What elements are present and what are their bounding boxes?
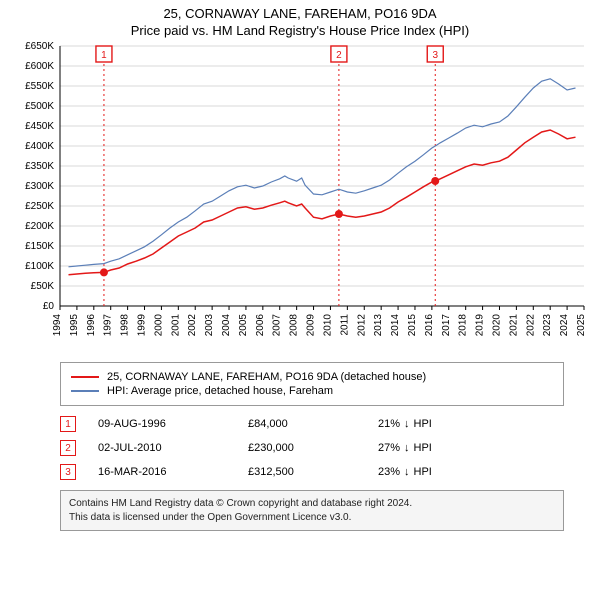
svg-text:£200K: £200K	[25, 221, 54, 232]
svg-text:2010: 2010	[322, 314, 333, 337]
svg-text:2014: 2014	[390, 314, 401, 337]
svg-text:£400K: £400K	[25, 141, 54, 152]
transaction-row: 2 02-JUL-2010 £230,000 27% ↓ HPI	[60, 440, 564, 456]
svg-text:£250K: £250K	[25, 201, 54, 212]
down-arrow-icon: ↓	[404, 442, 410, 454]
svg-text:2023: 2023	[542, 314, 553, 337]
svg-text:2001: 2001	[170, 314, 181, 337]
svg-text:1996: 1996	[86, 314, 97, 337]
svg-text:2009: 2009	[306, 314, 317, 337]
legend-label: HPI: Average price, detached house, Fare…	[107, 385, 333, 397]
chart-title-address: 25, CORNAWAY LANE, FAREHAM, PO16 9DA	[0, 6, 600, 21]
svg-text:2006: 2006	[255, 314, 266, 337]
svg-text:£0: £0	[43, 301, 55, 312]
transaction-price: £312,500	[248, 466, 378, 478]
transaction-delta: 27% ↓ HPI	[378, 442, 432, 454]
legend-label: 25, CORNAWAY LANE, FAREHAM, PO16 9DA (de…	[107, 371, 426, 383]
transaction-date: 09-AUG-1996	[98, 418, 248, 430]
legend-item: 25, CORNAWAY LANE, FAREHAM, PO16 9DA (de…	[71, 371, 553, 383]
footer-line: Contains HM Land Registry data © Crown c…	[69, 497, 555, 511]
transaction-row: 1 09-AUG-1996 £84,000 21% ↓ HPI	[60, 416, 564, 432]
svg-text:2012: 2012	[356, 314, 367, 337]
svg-text:1995: 1995	[69, 314, 80, 337]
svg-text:2003: 2003	[204, 314, 215, 337]
svg-text:2011: 2011	[339, 314, 350, 336]
svg-text:2007: 2007	[272, 314, 283, 337]
svg-text:2004: 2004	[221, 314, 232, 337]
svg-text:2002: 2002	[187, 314, 198, 337]
svg-text:2021: 2021	[508, 314, 519, 337]
svg-text:2018: 2018	[458, 314, 469, 337]
svg-text:£650K: £650K	[25, 41, 54, 52]
svg-text:3: 3	[432, 50, 438, 61]
legend-swatch	[71, 376, 99, 378]
svg-text:1998: 1998	[120, 314, 131, 337]
svg-text:2016: 2016	[424, 314, 435, 337]
svg-text:2005: 2005	[238, 314, 249, 337]
svg-text:2: 2	[336, 50, 342, 61]
transaction-price: £84,000	[248, 418, 378, 430]
transaction-delta: 23% ↓ HPI	[378, 466, 432, 478]
svg-text:£600K: £600K	[25, 61, 54, 72]
transactions-table: 1 09-AUG-1996 £84,000 21% ↓ HPI 2 02-JUL…	[60, 416, 564, 480]
transaction-row: 3 16-MAR-2016 £312,500 23% ↓ HPI	[60, 464, 564, 480]
svg-text:2015: 2015	[407, 314, 418, 337]
svg-text:£350K: £350K	[25, 161, 54, 172]
transaction-date: 16-MAR-2016	[98, 466, 248, 478]
svg-text:£450K: £450K	[25, 121, 54, 132]
svg-text:1999: 1999	[137, 314, 148, 337]
svg-text:£100K: £100K	[25, 261, 54, 272]
transaction-delta: 21% ↓ HPI	[378, 418, 432, 430]
svg-text:£300K: £300K	[25, 181, 54, 192]
svg-text:2020: 2020	[491, 314, 502, 337]
svg-text:2000: 2000	[153, 314, 164, 337]
down-arrow-icon: ↓	[404, 418, 410, 430]
legend: 25, CORNAWAY LANE, FAREHAM, PO16 9DA (de…	[60, 362, 564, 406]
svg-text:2025: 2025	[576, 314, 587, 337]
footer-line: This data is licensed under the Open Gov…	[69, 511, 555, 525]
svg-text:2013: 2013	[373, 314, 384, 337]
legend-item: HPI: Average price, detached house, Fare…	[71, 385, 553, 397]
svg-text:£500K: £500K	[25, 101, 54, 112]
transaction-marker: 1	[60, 416, 76, 432]
attribution-footer: Contains HM Land Registry data © Crown c…	[60, 490, 564, 531]
svg-text:1994: 1994	[52, 314, 63, 337]
svg-text:1: 1	[101, 50, 107, 61]
svg-text:2024: 2024	[559, 314, 570, 337]
legend-swatch	[71, 390, 99, 392]
svg-text:2017: 2017	[441, 314, 452, 337]
svg-text:£50K: £50K	[31, 281, 55, 292]
transaction-marker: 3	[60, 464, 76, 480]
svg-text:2019: 2019	[475, 314, 486, 337]
price-chart: £0 £50K £100K £150K £200K £250K £300K £350K £400…	[0, 38, 600, 358]
svg-text:2022: 2022	[525, 314, 536, 337]
svg-text:2008: 2008	[289, 314, 300, 337]
down-arrow-icon: ↓	[404, 466, 410, 478]
svg-text:1997: 1997	[103, 314, 114, 337]
svg-text:£150K: £150K	[25, 241, 54, 252]
transaction-marker: 2	[60, 440, 76, 456]
chart-title-sub: Price paid vs. HM Land Registry's House …	[0, 23, 600, 38]
svg-text:£550K: £550K	[25, 81, 54, 92]
transaction-date: 02-JUL-2010	[98, 442, 248, 454]
transaction-price: £230,000	[248, 442, 378, 454]
